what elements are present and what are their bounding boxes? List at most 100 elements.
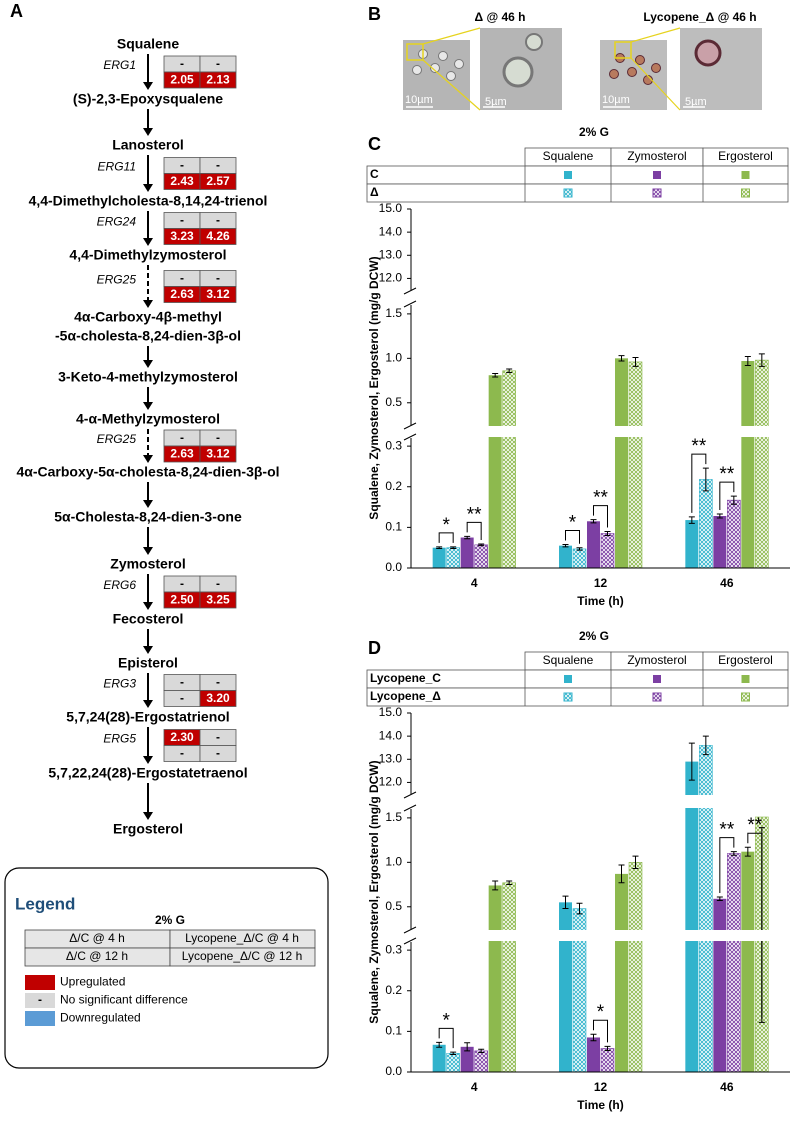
- cell: [651, 63, 661, 73]
- fold-change-cell: [199, 173, 237, 190]
- panel-label: D: [368, 638, 381, 658]
- error-bar: [730, 851, 737, 856]
- bar: [741, 851, 755, 1072]
- cell-zoom: [694, 39, 722, 67]
- zoom-line: [630, 27, 681, 43]
- significance-bracket: [719, 837, 735, 893]
- compound-name: Squalene: [117, 36, 179, 52]
- legend-swatch: [563, 188, 573, 198]
- y-tick-label: 1.5: [385, 810, 402, 824]
- bar: [587, 1037, 600, 1072]
- x-axis-title: Time (h): [577, 594, 623, 608]
- legend-swatch: [653, 171, 661, 179]
- arrow-head: [143, 300, 153, 308]
- error-bar: [506, 880, 513, 886]
- legend-header: Zymosterol: [627, 149, 686, 163]
- legend-swatch: [741, 171, 750, 179]
- error-bar: [576, 902, 583, 915]
- break-mark: [403, 791, 417, 812]
- legend-swatch: [25, 993, 55, 1008]
- scale-label: 10µm: [405, 94, 433, 106]
- compound-name: 5α-Cholesta-8,24-dien-3-one: [54, 509, 242, 525]
- fold-change-value: -: [180, 675, 184, 689]
- bar: [572, 548, 587, 569]
- legend-swatch: [564, 675, 572, 683]
- significance-bracket: [593, 1019, 608, 1043]
- arrow-head: [143, 547, 153, 555]
- legend-symbol: -: [38, 993, 42, 1007]
- compound-name: 4,4-Dimethylzymosterol: [69, 247, 226, 263]
- legend-title: 2% G: [579, 125, 609, 139]
- fold-change-value: -: [180, 158, 184, 172]
- arrow-head: [143, 602, 153, 610]
- y-tick-label: 15.0: [379, 705, 403, 719]
- bar: [460, 1046, 474, 1072]
- significance-bracket: [747, 832, 763, 1019]
- axis-break: [412, 291, 791, 304]
- axis-break: [412, 795, 791, 808]
- fold-change-value: -: [216, 271, 220, 285]
- y-tick-label: 0.3: [385, 438, 402, 452]
- significance-label: *: [442, 1010, 450, 1031]
- enzyme-label: ERG24: [97, 215, 137, 229]
- fold-change-value: -: [180, 213, 184, 227]
- error-bar: [436, 1041, 443, 1048]
- error-bar: [450, 1051, 457, 1056]
- compound-name: 3-Keto-4-methylzymosterol: [58, 369, 238, 385]
- error-bar: [632, 356, 639, 367]
- error-bar: [688, 516, 695, 524]
- error-bar: [562, 895, 569, 910]
- fold-change-cell: [199, 690, 237, 707]
- legend-row-label: Lycopene_C: [370, 671, 441, 685]
- enzyme-label: ERG3: [103, 677, 136, 691]
- legend-row: [366, 687, 789, 707]
- error-bar: [576, 547, 583, 551]
- bar: [460, 537, 474, 568]
- cell: [627, 67, 637, 77]
- legend-title: 2% G: [579, 629, 609, 643]
- error-bar: [744, 356, 751, 366]
- bar: [587, 521, 600, 568]
- fold-change-value: 4.26: [206, 229, 230, 243]
- legend-grid-text: Lycopene_Δ/C @ 4 h: [185, 931, 299, 945]
- legend-title: Legend: [15, 894, 75, 913]
- error-bar: [618, 355, 625, 362]
- bar: [474, 544, 488, 569]
- error-bar: [702, 735, 709, 756]
- compound-name: Episterol: [118, 655, 178, 671]
- bar: [474, 1050, 488, 1073]
- compound-name: Ergosterol: [113, 821, 183, 837]
- break-mark: [403, 926, 417, 945]
- legend-header: Squalene: [543, 653, 594, 667]
- cell: [438, 51, 448, 61]
- cell-zoom: [525, 33, 543, 51]
- significance-bracket: [438, 532, 454, 543]
- error-bar: [492, 880, 499, 891]
- scale-label: 10µm: [602, 94, 630, 106]
- bar: [685, 520, 699, 568]
- error-bar: [758, 353, 765, 367]
- y-tick-label: 0.1: [385, 1024, 402, 1038]
- x-tick-label: 4: [471, 576, 478, 590]
- panel-label: C: [368, 134, 381, 154]
- legend-row: [366, 183, 789, 203]
- arrow-head: [143, 238, 153, 246]
- bar: [685, 761, 699, 1072]
- y-tick-label: 13.0: [379, 751, 403, 765]
- compound-name: 5,7,22,24(28)-Ergostatetraenol: [48, 765, 247, 781]
- y-tick-label: 15.0: [379, 201, 403, 215]
- fold-change-value: 2.50: [170, 593, 194, 607]
- y-tick-label: 0.3: [385, 942, 402, 956]
- fold-change-value: -: [216, 730, 220, 744]
- legend-condition: 2% G: [155, 913, 185, 927]
- legend-row: [366, 165, 789, 185]
- legend-swatch: [652, 188, 662, 198]
- compound-name: Zymosterol: [110, 556, 185, 572]
- error-bar: [744, 846, 751, 857]
- micrograph-label: Lycopene_Δ @ 46 h: [643, 10, 756, 24]
- legend-swatch: [741, 675, 750, 683]
- y-tick-label: 13.0: [379, 247, 403, 261]
- panel-label: A: [10, 1, 23, 21]
- y-axis-title: Squalene, Zymosterol, Ergosterol (mg/g D…: [367, 760, 381, 1023]
